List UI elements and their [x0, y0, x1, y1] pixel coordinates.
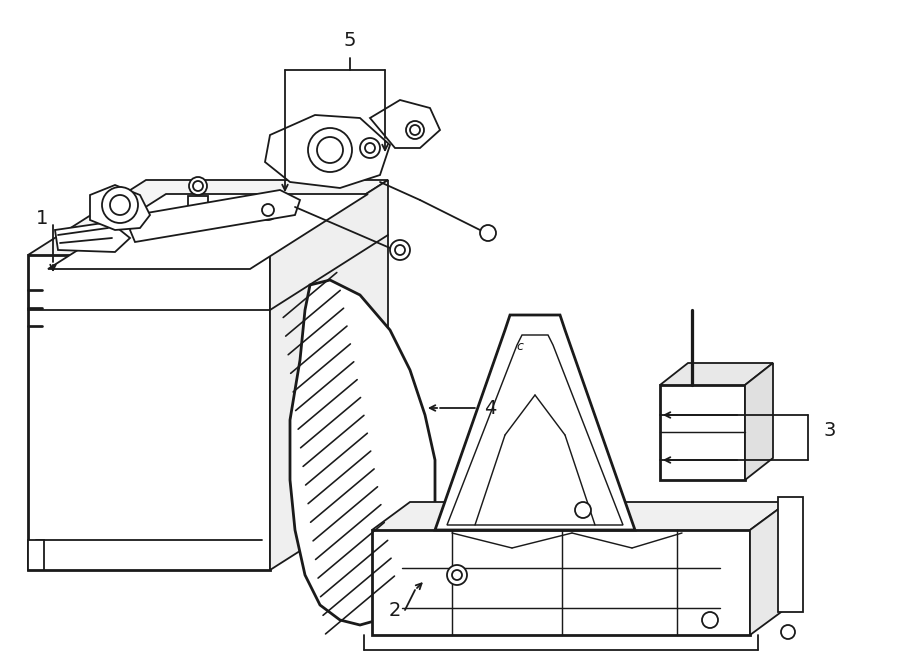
Polygon shape	[660, 385, 745, 480]
Text: 4: 4	[484, 399, 496, 418]
Circle shape	[360, 138, 380, 158]
Circle shape	[702, 612, 718, 628]
Circle shape	[480, 225, 496, 241]
Polygon shape	[90, 185, 150, 230]
Circle shape	[317, 137, 343, 163]
Polygon shape	[435, 315, 635, 530]
Text: 2: 2	[389, 600, 401, 619]
Polygon shape	[188, 196, 208, 220]
Polygon shape	[28, 255, 270, 570]
Polygon shape	[372, 502, 788, 530]
Text: 5: 5	[344, 30, 356, 50]
Circle shape	[102, 187, 138, 223]
Polygon shape	[28, 180, 388, 255]
Polygon shape	[660, 363, 773, 385]
Circle shape	[447, 565, 467, 585]
Circle shape	[452, 570, 462, 580]
Polygon shape	[130, 190, 300, 242]
Circle shape	[365, 143, 375, 153]
Circle shape	[258, 200, 278, 220]
Text: c: c	[517, 340, 524, 354]
Polygon shape	[290, 280, 435, 625]
Circle shape	[189, 177, 207, 195]
Polygon shape	[270, 180, 388, 570]
Polygon shape	[370, 100, 440, 148]
Text: 3: 3	[824, 420, 836, 440]
Text: 1: 1	[36, 208, 49, 227]
Polygon shape	[48, 194, 368, 269]
Polygon shape	[28, 540, 44, 570]
Circle shape	[308, 128, 352, 172]
Circle shape	[110, 195, 130, 215]
Circle shape	[575, 502, 591, 518]
Polygon shape	[745, 363, 773, 480]
Circle shape	[781, 625, 795, 639]
Circle shape	[395, 245, 405, 255]
Circle shape	[406, 121, 424, 139]
Circle shape	[390, 240, 410, 260]
Polygon shape	[750, 502, 788, 635]
Circle shape	[410, 125, 420, 135]
Circle shape	[262, 204, 274, 216]
Polygon shape	[55, 222, 130, 252]
Polygon shape	[265, 115, 390, 188]
Circle shape	[193, 181, 203, 191]
Polygon shape	[372, 530, 750, 635]
Polygon shape	[778, 497, 803, 612]
